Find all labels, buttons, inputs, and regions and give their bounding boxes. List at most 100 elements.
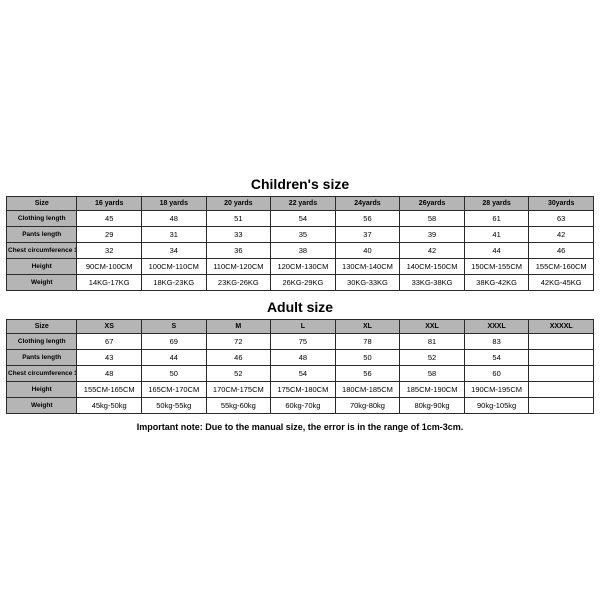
cell: 50kg-55kg	[142, 398, 207, 414]
cell: 120CM-130CM	[271, 259, 336, 275]
adult-size-table: Size XS S M L XL XXL XXXL XXXXL Clothing…	[6, 319, 594, 414]
cell: 54	[271, 211, 336, 227]
cell: 41	[464, 227, 529, 243]
cell: 14KG-17KG	[77, 275, 142, 291]
cell: 83	[464, 334, 529, 350]
children-title: Children's size	[6, 176, 594, 192]
cell: 78	[335, 334, 400, 350]
cell: 43	[77, 350, 142, 366]
children-header-cell: Size	[7, 197, 77, 211]
cell: 26KG-29KG	[271, 275, 336, 291]
cell	[529, 366, 594, 382]
cell: 35	[271, 227, 336, 243]
children-body: Clothing length 45 48 51 54 56 58 61 63 …	[7, 211, 594, 291]
table-row: Weight 45kg-50kg 50kg-55kg 55kg-60kg 60k…	[7, 398, 594, 414]
children-size-table: Size 16 yards 18 yards 20 yards 22 yards…	[6, 196, 594, 291]
cell: 33	[206, 227, 271, 243]
cell: 63	[529, 211, 594, 227]
children-header-cell: 24yards	[335, 197, 400, 211]
row-label: Weight	[7, 275, 77, 291]
cell: 155CM-165CM	[77, 382, 142, 398]
row-label: Clothing length	[7, 334, 77, 350]
cell: 130CM-140CM	[335, 259, 400, 275]
cell: 70kg-80kg	[335, 398, 400, 414]
cell: 44	[464, 243, 529, 259]
cell: 72	[206, 334, 271, 350]
table-row: Clothing length 45 48 51 54 56 58 61 63	[7, 211, 594, 227]
cell: 90kg-105kg	[464, 398, 529, 414]
cell: 50	[335, 350, 400, 366]
cell: 30KG-33KG	[335, 275, 400, 291]
adult-header-cell: S	[142, 320, 207, 334]
row-label: Clothing length	[7, 211, 77, 227]
row-label: Weight	[7, 398, 77, 414]
cell: 29	[77, 227, 142, 243]
cell	[529, 382, 594, 398]
adult-header-cell: XXL	[400, 320, 465, 334]
cell: 185CM-190CM	[400, 382, 465, 398]
row-label: Pants length	[7, 227, 77, 243]
row-label: Height	[7, 382, 77, 398]
adult-title: Adult size	[6, 299, 594, 315]
cell: 38	[271, 243, 336, 259]
table-row: Chest circumference 1/2 48 50 52 54 56 5…	[7, 366, 594, 382]
adult-header-row: Size XS S M L XL XXL XXXL XXXXL	[7, 320, 594, 334]
cell: 90CM-100CM	[77, 259, 142, 275]
table-row: Clothing length 67 69 72 75 78 81 83	[7, 334, 594, 350]
children-header-cell: 28 yards	[464, 197, 529, 211]
cell: 175CM-180CM	[271, 382, 336, 398]
row-label: Height	[7, 259, 77, 275]
cell: 48	[271, 350, 336, 366]
cell: 23KG-26KG	[206, 275, 271, 291]
cell: 18KG-23KG	[142, 275, 207, 291]
important-note: Important note: Due to the manual size, …	[6, 422, 594, 432]
cell: 80kg-90kg	[400, 398, 465, 414]
cell: 170CM-175CM	[206, 382, 271, 398]
cell: 54	[271, 366, 336, 382]
adult-header-cell: Size	[7, 320, 77, 334]
cell: 32	[77, 243, 142, 259]
row-label: Chest circumference 1/2	[7, 366, 77, 382]
adult-header-cell: M	[206, 320, 271, 334]
cell: 150CM-155CM	[464, 259, 529, 275]
cell: 55kg-60kg	[206, 398, 271, 414]
cell: 110CM-120CM	[206, 259, 271, 275]
table-row: Height 155CM-165CM 165CM-170CM 170CM-175…	[7, 382, 594, 398]
cell: 33KG-38KG	[400, 275, 465, 291]
cell: 34	[142, 243, 207, 259]
cell: 31	[142, 227, 207, 243]
cell: 140CM-150CM	[400, 259, 465, 275]
cell: 81	[400, 334, 465, 350]
children-header-cell: 18 yards	[142, 197, 207, 211]
row-label: Chest circumference 1/2	[7, 243, 77, 259]
children-header-cell: 16 yards	[77, 197, 142, 211]
cell: 42	[400, 243, 465, 259]
cell: 42KG-45KG	[529, 275, 594, 291]
adult-header-cell: XL	[335, 320, 400, 334]
cell: 165CM-170CM	[142, 382, 207, 398]
cell: 37	[335, 227, 400, 243]
cell: 39	[400, 227, 465, 243]
cell: 56	[335, 211, 400, 227]
table-row: Pants length 29 31 33 35 37 39 41 42	[7, 227, 594, 243]
children-header-cell: 20 yards	[206, 197, 271, 211]
cell: 36	[206, 243, 271, 259]
cell: 40	[335, 243, 400, 259]
adult-body: Clothing length 67 69 72 75 78 81 83 Pan…	[7, 334, 594, 414]
cell: 190CM-195CM	[464, 382, 529, 398]
cell: 46	[206, 350, 271, 366]
cell: 180CM-185CM	[335, 382, 400, 398]
cell: 75	[271, 334, 336, 350]
cell	[529, 350, 594, 366]
cell: 54	[464, 350, 529, 366]
cell: 56	[335, 366, 400, 382]
cell: 58	[400, 366, 465, 382]
cell: 61	[464, 211, 529, 227]
cell: 52	[400, 350, 465, 366]
cell: 52	[206, 366, 271, 382]
size-chart-page: Children's size Size 16 yards 18 yards 2…	[0, 0, 600, 600]
cell: 50	[142, 366, 207, 382]
adult-header-cell: L	[271, 320, 336, 334]
children-header-row: Size 16 yards 18 yards 20 yards 22 yards…	[7, 197, 594, 211]
table-row: Pants length 43 44 46 48 50 52 54	[7, 350, 594, 366]
